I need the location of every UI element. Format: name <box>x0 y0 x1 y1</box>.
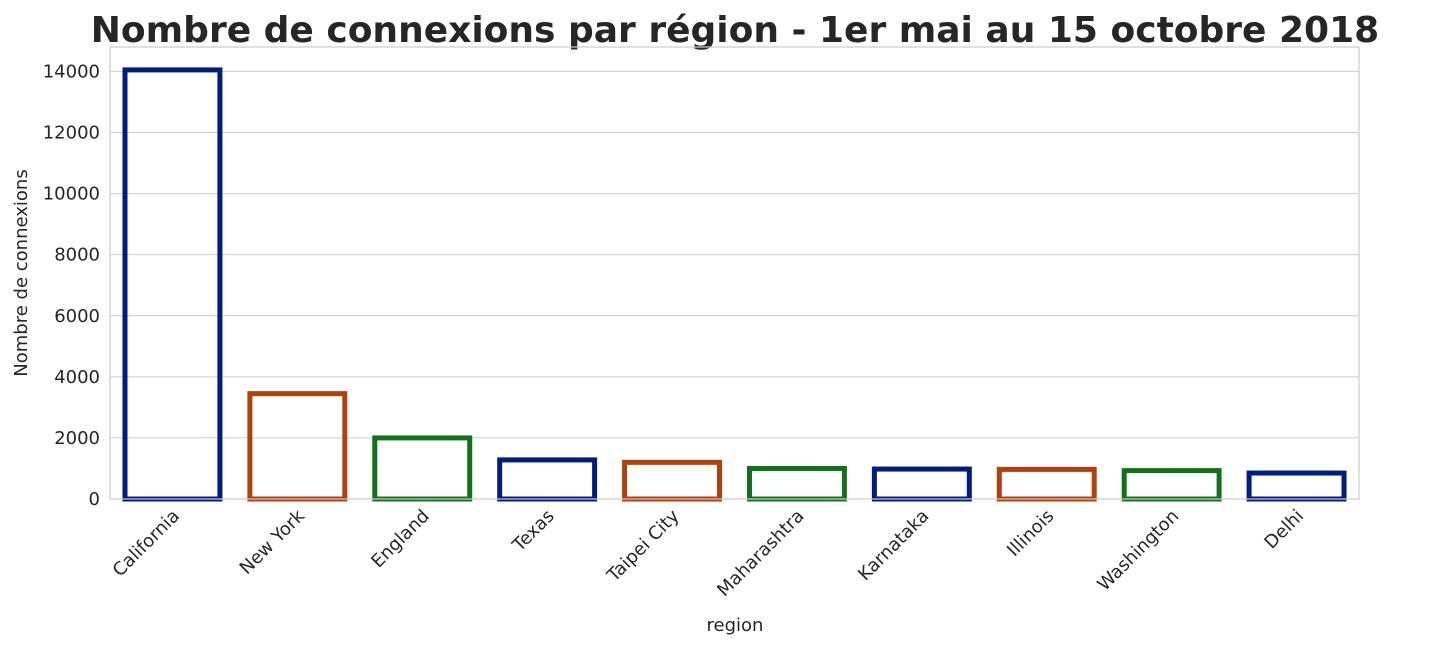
bar-texas <box>497 457 598 502</box>
x-tick-label: Taipei City <box>603 505 684 586</box>
y-axis-ticks: 0 2000 4000 6000 8000 10000 12000 14000 <box>43 61 100 510</box>
y-tick-label: 4000 <box>54 367 100 388</box>
x-axis-label: region <box>707 615 764 636</box>
x-tick-label: Illinois <box>1003 506 1058 561</box>
y-tick-label: 2000 <box>54 428 100 449</box>
x-tick-label: Maharashtra <box>713 506 808 601</box>
y-axis-label: Nombre de connexions <box>11 169 32 376</box>
bar-england <box>372 435 473 502</box>
x-tick-label: England <box>367 506 434 573</box>
bar-washington <box>1121 468 1222 502</box>
bar-new-york <box>247 391 348 502</box>
y-tick-label: 14000 <box>43 61 100 82</box>
x-tick-label: Karnataka <box>854 506 933 585</box>
bar-delhi <box>1246 470 1347 502</box>
bars <box>122 67 1347 502</box>
x-axis-ticks: California New York England Texas Taipei Cit… <box>109 505 1308 601</box>
y-tick-label: 10000 <box>43 184 100 205</box>
x-tick-label: California <box>109 506 184 581</box>
y-tick-label: 8000 <box>54 245 100 266</box>
y-tick-label: 6000 <box>54 306 100 327</box>
y-tick-label: 0 <box>89 489 100 510</box>
x-tick-label: Washington <box>1094 506 1184 596</box>
bar-maharashtra <box>746 465 847 502</box>
bar-taipei-city <box>622 459 723 502</box>
x-tick-label: New York <box>236 505 310 579</box>
x-tick-label: Texas <box>508 506 559 557</box>
gridlines <box>110 70 1359 500</box>
bar-karnataka <box>871 466 972 502</box>
plot-frame <box>109 46 1360 500</box>
y-tick-label: 12000 <box>43 123 100 144</box>
chart-title: Nombre de connexions par région - 1er ma… <box>91 10 1379 51</box>
bar-illinois <box>996 466 1097 502</box>
x-tick-label: Delhi <box>1260 506 1308 554</box>
bar-california <box>122 67 223 502</box>
